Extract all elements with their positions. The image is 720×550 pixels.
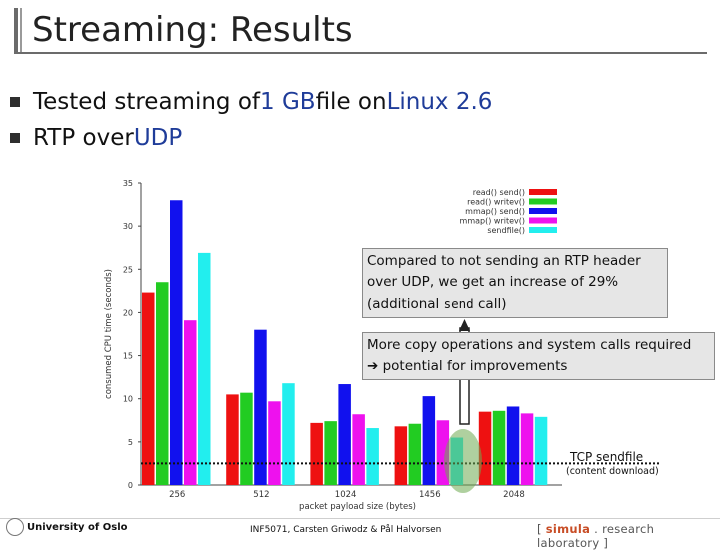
bar-read-writev-512 [240,392,253,485]
x-tick-label: 2048 [503,490,525,500]
square-bullet-icon [10,97,20,107]
bullet-highlight: UDP [133,125,183,151]
y-tick-label: 25 [123,265,133,274]
y-tick-label: 10 [123,395,133,404]
slide-title: Streaming: Results [32,10,353,50]
bar-sendfile-2048 [534,416,548,485]
bar-read-writev-2048 [492,410,506,485]
x-tick-label: 1456 [419,490,441,500]
highlight-ellipse [444,429,482,493]
bar-mmap-send-1456 [422,396,436,485]
square-bullet-icon [10,133,20,143]
bar-read-writev-1456 [408,423,422,485]
legend-swatch [529,189,557,195]
bar-read-send-2048 [478,411,492,485]
bar-read-writev-1024 [324,421,337,485]
bar-mmap-send-512 [254,329,267,485]
bullet-highlight: Linux 2.6 [386,89,493,115]
callout-line: Compared to not sending an RTP header [367,253,641,269]
bullet-list: Tested streaming of 1 GB file on Linux 2… [10,84,492,156]
comparison-arrow-head [459,319,470,331]
y-axis-label: consumed CPU time (seconds) [104,269,114,399]
bar-read-send-256 [142,292,155,485]
x-tick-label: 256 [169,490,185,500]
y-tick-label: 5 [128,438,133,447]
bullet-text-mid: file on [315,89,387,115]
legend-label: read() send() [473,188,525,197]
legend-label: mmap() writev() [460,217,525,226]
y-tick-label: 15 [123,352,133,361]
callout-rtp-header: Compared to not sending an RTP header ov… [362,248,668,318]
bullet-text-pre: RTP over [33,125,134,151]
legend-swatch [529,217,557,224]
callout-copy-operations: More copy operations and system calls re… [362,332,715,380]
x-tick-label: 512 [253,490,269,500]
bar-mmap-writev-1024 [352,414,365,485]
bar-read-send-1024 [310,422,323,485]
send-code: send [443,296,474,311]
course-credit: INF5071, Carsten Griwodz & Pål Halvorsen [250,525,442,535]
legend-swatch [529,198,557,205]
bar-read-writev-256 [156,282,169,485]
legend-swatch [529,208,557,214]
tcp-sendfile-label: TCP sendfile [570,450,644,464]
tcp-sendfile-sublabel: (content download) [566,466,659,477]
university-name: University of Oslo [27,522,128,533]
bar-mmap-send-1024 [338,384,351,485]
legend-swatch [529,227,557,233]
callout-line: ➔ potential for improvements [367,358,568,374]
bullet-item: Tested streaming of 1 GB file on Linux 2… [10,84,492,120]
callout-line: More copy operations and system calls re… [367,337,692,353]
x-tick-label: 1024 [335,490,357,500]
bar-mmap-send-256 [170,200,183,485]
bullet-highlight: 1 GB [260,89,316,115]
bar-sendfile-256 [198,252,211,485]
bar-mmap-writev-256 [184,320,197,485]
title-accent-bar-thin [20,8,22,52]
bar-sendfile-1024 [366,428,379,485]
callout-line: over UDP, we get an increase of 29% [367,274,619,290]
callout-line: (additional send call) [367,296,507,312]
y-tick-label: 0 [128,481,133,490]
bullet-item: RTP over UDP [10,120,492,156]
bar-read-send-1456 [394,426,408,485]
bar-mmap-writev-2048 [520,413,534,485]
bar-read-send-512 [226,394,239,485]
legend-label: sendfile() [487,226,525,235]
y-tick-label: 20 [123,308,133,317]
y-tick-label: 30 [123,222,133,231]
bar-mmap-writev-512 [268,401,281,485]
bar-sendfile-512 [282,383,295,485]
x-axis-label: packet payload size (bytes) [299,502,416,512]
legend-label: mmap() send() [465,207,525,216]
y-tick-label: 35 [123,179,133,188]
simula-lab-logo: [ simula . research laboratory ] [537,522,655,550]
legend-label: read() writev() [467,198,525,207]
title-underline [14,52,707,54]
footer-divider [0,518,720,519]
bullet-text-pre: Tested streaming of [33,89,261,115]
title-accent-bar [14,8,18,52]
bar-mmap-send-2048 [506,406,520,485]
university-seal-icon [6,518,24,536]
